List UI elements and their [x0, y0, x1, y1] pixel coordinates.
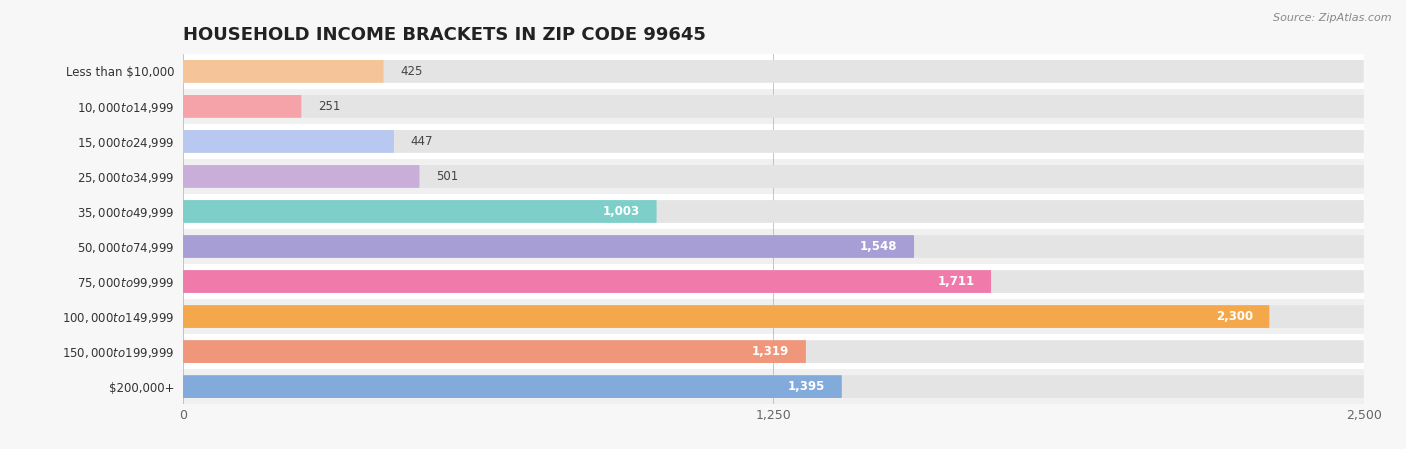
Text: 1,319: 1,319 [752, 345, 789, 358]
FancyBboxPatch shape [183, 54, 1364, 89]
FancyBboxPatch shape [183, 235, 914, 258]
Text: 2,300: 2,300 [1216, 310, 1253, 323]
FancyBboxPatch shape [183, 305, 1364, 328]
Text: 447: 447 [411, 135, 433, 148]
Text: 501: 501 [436, 170, 458, 183]
Text: 1,548: 1,548 [860, 240, 897, 253]
FancyBboxPatch shape [183, 89, 1364, 124]
Text: 251: 251 [318, 100, 340, 113]
Text: 1,395: 1,395 [787, 380, 825, 393]
FancyBboxPatch shape [183, 95, 1364, 118]
Text: Source: ZipAtlas.com: Source: ZipAtlas.com [1274, 13, 1392, 23]
FancyBboxPatch shape [183, 95, 301, 118]
FancyBboxPatch shape [183, 299, 1364, 334]
FancyBboxPatch shape [183, 305, 1270, 328]
FancyBboxPatch shape [183, 334, 1364, 369]
Text: 1,711: 1,711 [938, 275, 974, 288]
Text: 1,003: 1,003 [603, 205, 640, 218]
FancyBboxPatch shape [183, 130, 1364, 153]
FancyBboxPatch shape [183, 130, 394, 153]
FancyBboxPatch shape [183, 159, 1364, 194]
FancyBboxPatch shape [183, 340, 1364, 363]
FancyBboxPatch shape [183, 200, 1364, 223]
FancyBboxPatch shape [183, 369, 1364, 404]
FancyBboxPatch shape [183, 229, 1364, 264]
FancyBboxPatch shape [183, 124, 1364, 159]
FancyBboxPatch shape [183, 375, 1364, 398]
FancyBboxPatch shape [183, 200, 657, 223]
FancyBboxPatch shape [183, 270, 1364, 293]
FancyBboxPatch shape [183, 165, 419, 188]
FancyBboxPatch shape [183, 194, 1364, 229]
FancyBboxPatch shape [183, 270, 991, 293]
FancyBboxPatch shape [183, 60, 1364, 83]
FancyBboxPatch shape [183, 165, 1364, 188]
Text: HOUSEHOLD INCOME BRACKETS IN ZIP CODE 99645: HOUSEHOLD INCOME BRACKETS IN ZIP CODE 99… [183, 26, 706, 44]
Text: 425: 425 [401, 65, 422, 78]
FancyBboxPatch shape [183, 340, 806, 363]
FancyBboxPatch shape [183, 375, 842, 398]
FancyBboxPatch shape [183, 264, 1364, 299]
FancyBboxPatch shape [183, 60, 384, 83]
FancyBboxPatch shape [183, 235, 1364, 258]
